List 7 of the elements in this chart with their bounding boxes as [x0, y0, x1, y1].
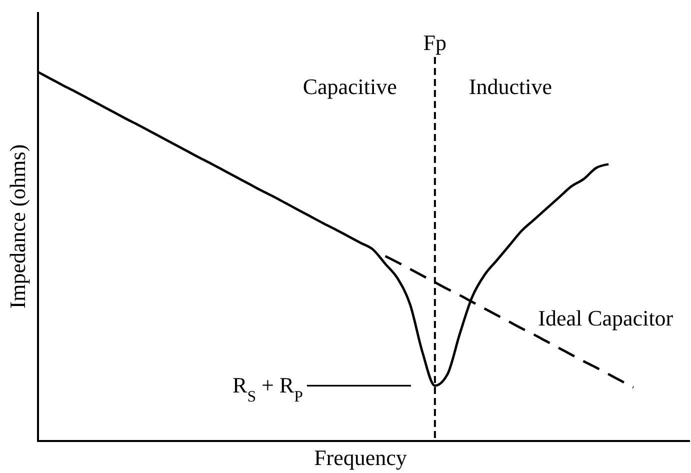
- y-axis-title: Impedance (ohms): [5, 144, 30, 309]
- x-axis-title: Frequency: [314, 445, 407, 470]
- text: Fp: [423, 30, 447, 55]
- annotation: R$_{S}$ + R$_{P}$: [232, 372, 304, 406]
- series-label: Ideal Capacitor: [538, 306, 674, 331]
- annotation: Inductive: [468, 74, 552, 99]
- annotation: Capacitive: [302, 74, 397, 99]
